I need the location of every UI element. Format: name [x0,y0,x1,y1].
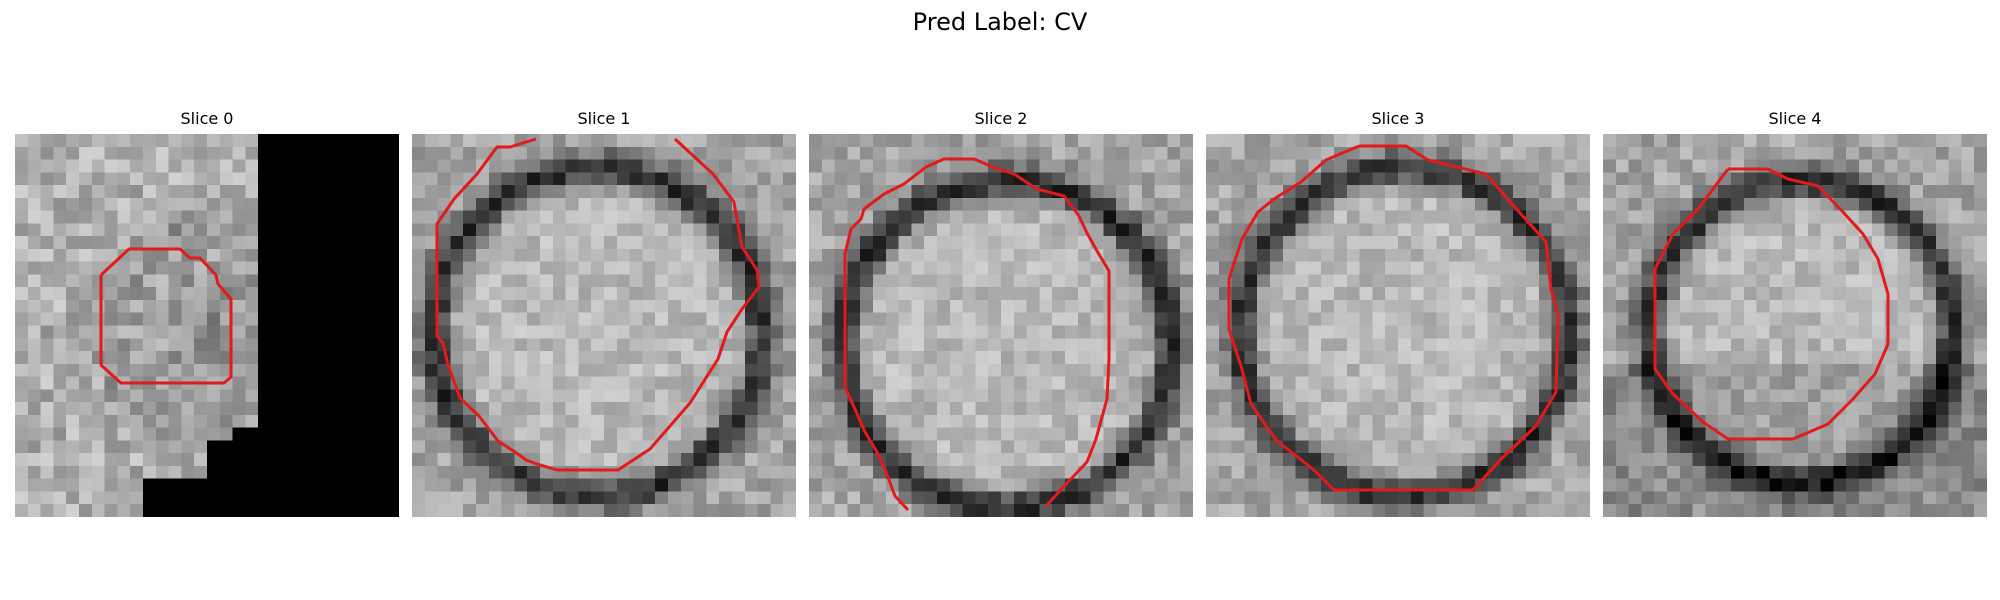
slice-1-panel [412,134,796,517]
slice-3-contour-overlay [1227,144,1560,492]
slice-2-image [809,134,1193,517]
panel-title-slice-4: Slice 4 [1768,109,1822,128]
panel-title-slice-2: Slice 2 [974,109,1028,128]
slice-4-panel [1603,134,1987,517]
panel-title-slice-0: Slice 0 [180,109,234,128]
slice-4-image [1603,134,1987,517]
slice-3-image [1206,134,1590,517]
slice-2-contour-left [843,157,1111,512]
panel-title-slice-1: Slice 1 [577,109,631,128]
slice-0-contour [99,247,233,385]
figure-title: Pred Label: CV [912,8,1088,36]
slice-2-panel [809,134,1193,517]
slice-0-panel [15,134,399,517]
slice-0-image [15,134,399,517]
panel-title-slice-3: Slice 3 [1371,109,1425,128]
slice-1-contour-a [435,137,761,472]
slice-3-contour [1227,144,1560,492]
slice-4-contour-overlay [1653,167,1890,441]
slice-0-contour-overlay [99,247,233,385]
slice-1-contour-overlay [435,137,761,472]
slice-2-contour-overlay [843,157,1111,512]
slice-4-contour [1653,167,1890,441]
slice-3-panel [1206,134,1590,517]
